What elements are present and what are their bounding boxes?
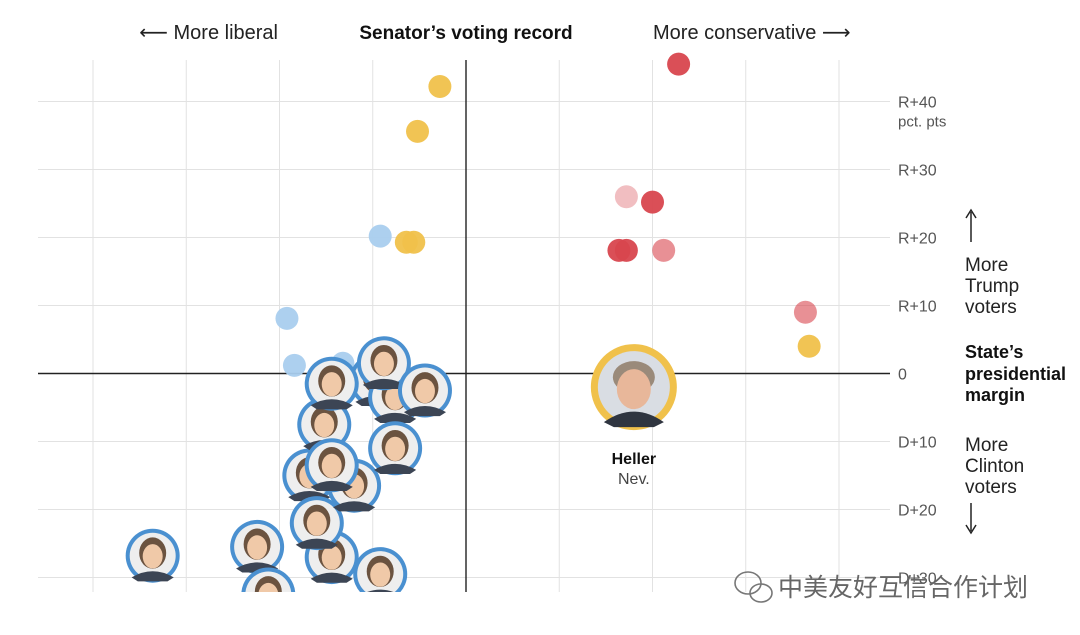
y-axis-title: State’s presidential margin — [965, 342, 1066, 405]
senator-portrait — [241, 567, 296, 620]
senator-portraits — [125, 336, 452, 620]
portrait-face — [321, 372, 342, 397]
senator-portrait — [125, 528, 180, 583]
senator-portrait — [368, 421, 423, 476]
highlight-face — [616, 369, 651, 410]
portrait-face — [247, 535, 268, 560]
portrait-shoulders — [403, 406, 447, 417]
y-tick-label: D+10 — [898, 435, 937, 452]
portrait-shoulders — [310, 572, 353, 583]
senator-portrait — [230, 519, 285, 574]
portrait-shoulders — [310, 480, 353, 491]
point-democrat — [368, 224, 392, 248]
y-title-line-1: State’s — [965, 342, 1023, 362]
portrait-shoulders — [333, 501, 376, 512]
portrait-face — [142, 544, 163, 569]
highlight-state: Nev. — [618, 471, 650, 488]
chart-title: Senator’s voting record — [359, 23, 572, 44]
portrait-face — [258, 582, 278, 592]
grid — [38, 60, 890, 592]
y-up-annotation: More Trump voters — [965, 208, 1019, 318]
y-down-arrow-head — [965, 524, 977, 535]
y-tick-label: R+30 — [898, 163, 937, 180]
portrait-face — [321, 453, 342, 478]
point-independent — [402, 230, 426, 254]
senator-portrait — [356, 336, 411, 391]
y-up-label-line-1: More — [965, 255, 1008, 276]
point-independent — [406, 119, 430, 143]
y-down-annotation: More Clinton voters — [965, 435, 1024, 535]
point-republican — [652, 238, 676, 262]
x-right-label: More conservative ⟶ — [653, 22, 851, 44]
x-left-label: ⟵ More liberal — [139, 22, 278, 44]
point-republican — [793, 300, 817, 324]
portrait-shoulders — [295, 538, 338, 549]
y-down-label-line-3: voters — [965, 477, 1017, 498]
data-points — [275, 52, 821, 377]
portrait-shoulders — [362, 378, 405, 389]
y-unit-label: pct. pts — [898, 114, 946, 131]
y-down-label-line-1: More — [965, 435, 1008, 456]
highlight-senator: Heller Nev. — [590, 344, 677, 488]
portrait-face — [321, 545, 342, 570]
y-tick-label: 0 — [898, 367, 907, 384]
watermark-text: 中美友好互信合作计划 — [778, 574, 1028, 602]
y-down-label-line-2: Clinton — [965, 456, 1024, 477]
axes — [38, 60, 890, 592]
y-title-line-3: margin — [965, 385, 1025, 405]
senator-portrait — [289, 496, 344, 551]
portrait-face — [370, 562, 391, 587]
senator-portrait — [353, 547, 408, 592]
y-tick-label: R+10 — [898, 299, 937, 316]
portrait-face — [414, 378, 435, 404]
highlight-name: Heller — [612, 451, 656, 468]
point-republican — [614, 238, 638, 262]
y-up-label-line-3: voters — [965, 297, 1017, 318]
point-democrat — [282, 353, 306, 377]
portrait-face — [373, 351, 394, 376]
y-tick-label: R+40 — [898, 95, 937, 112]
highlight-shoulders — [603, 411, 664, 428]
portrait-shoulders — [367, 589, 394, 592]
senator-portrait — [304, 356, 359, 411]
point-republican — [667, 52, 691, 76]
portrait-shoulders — [374, 412, 417, 423]
y-up-arrow-head — [965, 208, 977, 219]
y-title-line-2: presidential — [965, 364, 1066, 384]
x-right-arrow: ⟶ — [816, 22, 850, 44]
senator-portrait — [304, 438, 359, 493]
point-independent — [797, 334, 821, 358]
wechat-icon — [734, 571, 773, 603]
senator-portrait — [304, 530, 359, 585]
portrait-shoulders — [247, 610, 289, 620]
y-tick-label: D+20 — [898, 503, 937, 520]
highlight-portrait — [590, 344, 677, 431]
portrait-face — [385, 436, 406, 461]
portrait-shoulders — [131, 571, 174, 582]
portrait-shoulders — [310, 399, 353, 410]
portrait-face — [314, 412, 335, 438]
point-democrat — [275, 306, 299, 330]
x-left-arrow: ⟵ — [139, 22, 173, 44]
point-republican — [614, 185, 638, 209]
watermark: 中美友好互信合作计划 — [734, 571, 1028, 603]
senator-portrait — [397, 363, 452, 418]
y-tick-labels: R+40 R+30 R+20 R+10 0 D+10 D+20 D+30 pct. pts — [898, 95, 946, 588]
point-republican — [641, 190, 664, 214]
portrait-shoulders — [374, 463, 417, 474]
y-tick-label: D+30 — [898, 571, 937, 588]
point-independent — [428, 75, 452, 99]
y-tick-label: R+20 — [898, 231, 937, 248]
senator-portrait — [297, 397, 352, 452]
portrait-face — [306, 511, 327, 536]
y-up-label-line-2: Trump — [965, 276, 1019, 297]
